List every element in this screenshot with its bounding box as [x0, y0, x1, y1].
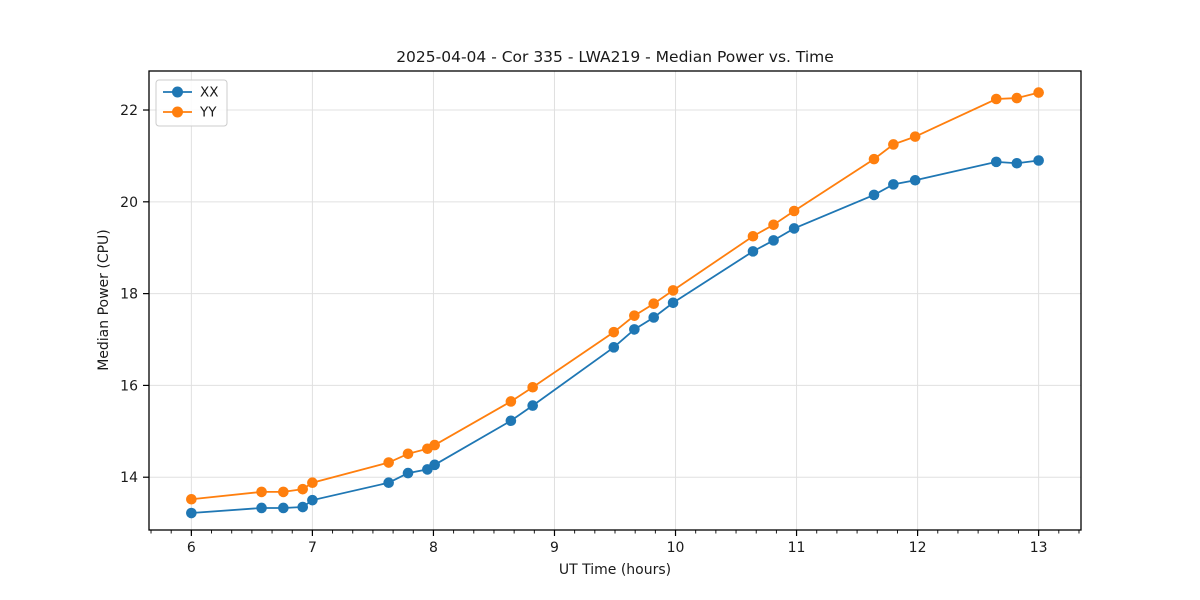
- marker-xx: [747, 246, 759, 257]
- marker-yy: [1033, 87, 1044, 98]
- legend-marker-yy: [172, 106, 183, 118]
- marker-yy: [888, 139, 899, 150]
- marker-xx: [527, 400, 538, 411]
- marker-yy: [429, 439, 440, 451]
- line-yy: [191, 91, 1039, 501]
- marker-xx: [186, 507, 197, 519]
- marker-yy: [383, 457, 394, 468]
- y-tick-label: 18: [120, 287, 138, 303]
- x-tick-label: 9: [550, 540, 559, 556]
- marker-xx: [297, 501, 309, 513]
- marker-xx: [429, 459, 440, 471]
- marker-xx: [402, 467, 414, 479]
- marker-yy: [402, 448, 414, 460]
- marker-xx: [667, 297, 679, 309]
- marker-yy: [667, 285, 679, 296]
- x-tick-label: 6: [187, 540, 196, 556]
- marker-yy: [256, 486, 267, 498]
- marker-yy: [297, 483, 309, 495]
- marker-xx: [909, 174, 921, 186]
- marker-xx: [608, 342, 620, 353]
- marker-yy: [868, 153, 880, 165]
- gridlines: [149, 71, 1081, 530]
- marker-yy: [186, 493, 197, 505]
- x-tick-label: 10: [667, 540, 685, 556]
- marker-xx: [788, 223, 800, 234]
- marker-yy: [505, 396, 517, 407]
- chart-title: 2025-04-04 - Cor 335 - LWA219 - Median P…: [396, 48, 834, 66]
- marker-yy: [278, 486, 289, 498]
- tick-labels: 6 7 8 9 10 11 12 13 14 16 18 20 22: [120, 103, 1047, 556]
- axes: [143, 70, 1082, 536]
- x-tick-label: 13: [1030, 540, 1048, 556]
- marker-xx: [629, 324, 640, 335]
- data-series: [186, 87, 1044, 519]
- x-tick-label: 8: [429, 540, 438, 556]
- y-tick-label: 20: [120, 195, 138, 211]
- marker-yy: [307, 477, 318, 489]
- plot-frame: [148, 70, 1082, 531]
- marker-yy: [788, 205, 800, 217]
- marker-xx: [256, 502, 267, 514]
- legend-label-xx: XX: [200, 85, 219, 101]
- x-tick-label: 11: [788, 540, 806, 556]
- y-tick-label: 22: [120, 103, 138, 119]
- y-tick-label: 14: [120, 470, 138, 486]
- marker-xx: [768, 235, 779, 246]
- marker-yy: [629, 310, 640, 321]
- x-tick-label: 12: [909, 540, 927, 556]
- marker-yy: [909, 131, 921, 142]
- legend-label-yy: YY: [199, 105, 217, 121]
- marker-xx: [868, 189, 880, 201]
- x-tick-label: 7: [308, 540, 317, 556]
- y-axis-label: Median Power (CPU): [96, 229, 112, 371]
- marker-yy: [768, 219, 779, 231]
- marker-xx: [648, 312, 660, 323]
- marker-yy: [608, 326, 620, 338]
- marker-xx: [990, 156, 1002, 168]
- legend: XX YY: [155, 79, 228, 127]
- marker-xx: [1033, 155, 1044, 166]
- y-tick-label: 16: [120, 378, 138, 394]
- marker-yy: [747, 230, 759, 242]
- marker-yy: [527, 381, 538, 393]
- marker-xx: [505, 415, 517, 427]
- marker-xx: [888, 179, 899, 190]
- marker-xx: [307, 494, 318, 506]
- marker-xx: [383, 477, 394, 489]
- marker-xx: [1011, 157, 1023, 169]
- marker-xx: [278, 502, 289, 514]
- legend-marker-xx: [172, 86, 183, 98]
- marker-yy: [1011, 92, 1023, 104]
- marker-yy: [990, 93, 1002, 105]
- marker-yy: [648, 298, 660, 310]
- x-axis-label: UT Time (hours): [559, 562, 671, 578]
